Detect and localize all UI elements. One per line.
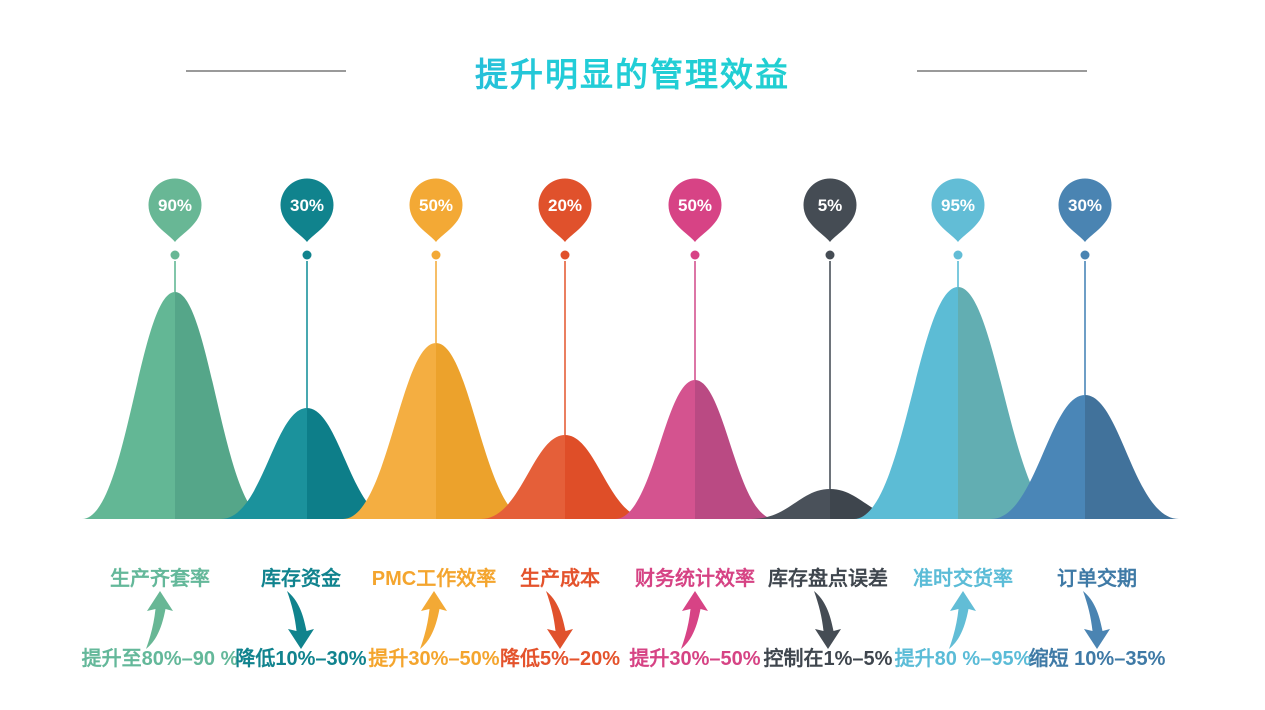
category-label-2: PMC工作效率 <box>371 568 497 590</box>
bell-curve-right-half <box>436 343 529 519</box>
title-divider-right <box>917 70 1087 72</box>
pin-dot <box>953 250 963 260</box>
pin-marker-7: 30% <box>1058 178 1112 395</box>
balloon-pin-icon <box>148 178 202 242</box>
arrow-shape <box>681 591 708 649</box>
arrow-shape <box>949 591 976 649</box>
category-label-0: 生产齐套率 <box>110 568 210 590</box>
bell-curve-1 <box>221 408 393 519</box>
pin-badge-value: 50% <box>678 196 712 215</box>
pin-dot <box>560 250 570 260</box>
category-label-3: 生产成本 <box>520 568 600 590</box>
trend-down-arrow-icon <box>1083 591 1110 649</box>
bell-curve-7 <box>991 395 1179 519</box>
pin-marker-1: 30% <box>280 178 334 408</box>
category-label-7: 订单交期 <box>1057 568 1137 590</box>
category-label-5: 库存盘点误差 <box>768 568 888 590</box>
category-label-4: 财务统计效率 <box>635 568 755 590</box>
pin-badge-value: 95% <box>941 196 975 215</box>
pin-badge-value: 5% <box>818 196 843 215</box>
pin-marker-3: 20% <box>538 178 592 435</box>
pin-marker-4: 50% <box>668 178 722 380</box>
pin-dot <box>825 250 835 260</box>
trend-down-arrow-icon <box>546 591 573 649</box>
result-label-2: 提升30%–50% <box>368 648 500 670</box>
pin-dot <box>170 250 180 260</box>
pin-marker-6: 95% <box>931 178 985 287</box>
bell-curve-right-half <box>307 408 393 519</box>
pin-dot <box>302 250 312 260</box>
trend-up-arrow-icon <box>949 591 976 649</box>
balloon-pin-icon <box>668 178 722 242</box>
arrow-shape <box>287 591 314 649</box>
balloon-pin-icon <box>538 178 592 242</box>
balloon-pin-icon <box>803 178 857 242</box>
bell-curve-left-half <box>481 435 565 519</box>
title-divider-left <box>186 70 346 72</box>
trend-down-arrow-icon <box>287 591 314 649</box>
pin-badge-value: 50% <box>419 196 453 215</box>
pin-dot <box>1080 250 1090 260</box>
trend-up-arrow-icon <box>681 591 708 649</box>
result-label-7: 缩短 10%–35% <box>1028 648 1166 670</box>
bell-curve-5 <box>751 489 909 519</box>
pin-badge-value: 30% <box>1068 196 1102 215</box>
arrow-shape <box>546 591 573 649</box>
bell-curve-left-half <box>82 292 175 519</box>
trend-up-arrow-icon <box>420 591 447 649</box>
bell-curve-right-half <box>175 292 268 519</box>
result-label-4: 提升30%–50% <box>629 648 761 670</box>
bell-curve-right-half <box>830 489 909 519</box>
result-label-1: 降低10%–30% <box>235 648 367 670</box>
pin-dot <box>690 250 700 260</box>
page-title: 提升明显的管理效益 <box>0 48 1265 96</box>
pin-badge-value: 30% <box>290 196 324 215</box>
arrow-shape <box>420 591 447 649</box>
pin-marker-2: 50% <box>409 178 463 343</box>
result-label-6: 提升80 %–95% <box>894 648 1032 670</box>
arrow-shape <box>814 591 841 649</box>
result-label-5: 控制在1%–5% <box>763 648 893 670</box>
pin-dot <box>431 250 441 260</box>
bell-curve-right-half <box>1085 395 1179 519</box>
pin-marker-5: 5% <box>803 178 857 489</box>
pin-badge-value: 20% <box>548 196 582 215</box>
bell-curve-right-half <box>695 380 775 519</box>
bell-curve-2 <box>343 343 529 519</box>
bell-curve-6 <box>854 287 1062 519</box>
bell-curve-left-half <box>343 343 436 519</box>
bell-curve-4 <box>615 380 775 519</box>
bell-curve-left-half <box>854 287 958 519</box>
category-label-6: 准时交货率 <box>913 568 1013 590</box>
bell-curve-0 <box>82 292 268 519</box>
result-label-0: 提升至80%–90 % <box>81 648 239 670</box>
bell-curve-3 <box>481 435 649 519</box>
pin-badge-value: 90% <box>158 196 192 215</box>
bell-curve-right-half <box>565 435 649 519</box>
balloon-pin-icon <box>409 178 463 242</box>
result-label-3: 降低5%–20% <box>499 648 621 670</box>
bell-curve-right-half <box>958 287 1062 519</box>
bell-curve-left-half <box>991 395 1085 519</box>
balloon-pin-icon <box>280 178 334 242</box>
balloon-pin-icon <box>1058 178 1112 242</box>
trend-up-arrow-icon <box>146 591 173 649</box>
arrow-shape <box>146 591 173 649</box>
bell-curve-left-half <box>615 380 695 519</box>
balloon-pin-icon <box>931 178 985 242</box>
bell-curve-left-half <box>221 408 307 519</box>
arrow-shape <box>1083 591 1110 649</box>
bell-curve-left-half <box>751 489 830 519</box>
category-label-1: 库存资金 <box>261 568 341 590</box>
pin-marker-0: 90% <box>148 178 202 292</box>
trend-down-arrow-icon <box>814 591 841 649</box>
